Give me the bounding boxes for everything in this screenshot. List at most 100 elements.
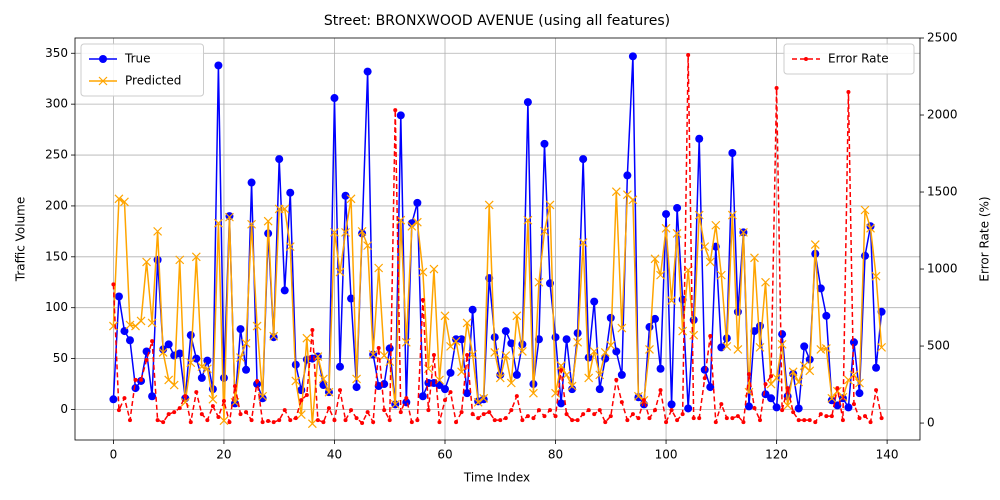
marker	[122, 396, 127, 401]
marker	[360, 421, 365, 426]
series-group	[111, 52, 884, 426]
marker	[142, 257, 151, 267]
marker	[468, 350, 478, 359]
y-tick-label: 250	[45, 148, 68, 162]
y-tick-label: 50	[53, 351, 68, 365]
marker	[855, 389, 864, 398]
marker	[476, 416, 481, 421]
marker	[619, 400, 624, 405]
marker	[288, 418, 293, 423]
marker	[628, 195, 638, 205]
marker	[252, 321, 262, 331]
y-tick-label: 200	[45, 198, 68, 212]
marker	[343, 418, 348, 423]
marker	[507, 339, 516, 348]
legend-marker	[99, 55, 107, 63]
marker	[713, 420, 718, 425]
marker	[706, 383, 715, 392]
marker	[849, 338, 858, 347]
marker	[501, 327, 510, 336]
marker	[868, 420, 873, 425]
marker	[686, 52, 691, 57]
marker	[548, 408, 553, 413]
marker	[304, 393, 309, 398]
marker	[559, 368, 564, 373]
marker	[700, 365, 709, 374]
marker	[697, 416, 702, 421]
y2-tick-label: 0	[927, 416, 935, 430]
marker	[778, 330, 787, 339]
marker	[188, 420, 193, 425]
marker	[407, 221, 417, 231]
marker	[606, 313, 615, 322]
marker	[120, 197, 129, 207]
marker	[844, 403, 853, 412]
marker	[249, 418, 254, 423]
y-tick-label: 300	[45, 97, 68, 111]
marker	[307, 419, 317, 429]
marker	[553, 414, 558, 419]
marker	[454, 420, 459, 425]
marker	[512, 370, 521, 379]
marker	[672, 228, 682, 238]
marker	[271, 420, 276, 425]
marker	[617, 323, 627, 333]
x-axis-label: Time Index	[463, 471, 530, 485]
marker	[133, 377, 138, 382]
marker	[127, 418, 132, 423]
marker	[161, 420, 166, 425]
marker	[711, 220, 721, 230]
marker	[673, 203, 682, 212]
marker	[462, 318, 472, 328]
marker	[341, 227, 350, 237]
marker	[855, 378, 864, 388]
marker	[750, 327, 759, 336]
legend-label: True	[124, 52, 151, 66]
marker	[440, 311, 450, 321]
marker	[600, 348, 610, 357]
marker	[866, 223, 875, 233]
marker	[551, 333, 560, 342]
marker	[435, 381, 444, 390]
marker	[794, 377, 804, 387]
marker	[849, 370, 859, 380]
marker	[352, 374, 361, 384]
marker	[871, 271, 881, 281]
marker	[863, 414, 868, 419]
marker	[628, 52, 637, 61]
marker	[634, 393, 643, 402]
marker	[780, 408, 785, 413]
marker	[512, 311, 522, 321]
marker	[840, 418, 845, 423]
marker	[324, 387, 334, 397]
legend: True Predicted	[80, 43, 204, 97]
marker	[315, 418, 320, 423]
legend-marker	[804, 57, 808, 61]
marker	[575, 418, 580, 423]
x-tick-label: 80	[548, 448, 563, 462]
marker	[705, 257, 715, 267]
marker	[247, 178, 256, 187]
marker	[645, 323, 654, 332]
marker	[465, 352, 470, 357]
marker	[318, 374, 328, 384]
marker	[857, 416, 862, 421]
marker	[675, 418, 680, 423]
legend-box	[80, 43, 204, 97]
y-axis-label: Traffic Volume	[14, 197, 28, 283]
marker	[557, 399, 566, 408]
marker	[164, 340, 173, 349]
marker	[531, 416, 536, 421]
marker	[420, 297, 425, 302]
marker	[479, 393, 489, 403]
marker	[244, 410, 249, 415]
marker	[680, 412, 685, 417]
y2-tick-label: 1000	[927, 262, 958, 276]
marker	[874, 388, 879, 393]
marker	[656, 364, 665, 373]
marker	[796, 418, 801, 423]
marker	[412, 217, 422, 227]
marker	[741, 420, 746, 425]
marker	[459, 410, 464, 415]
